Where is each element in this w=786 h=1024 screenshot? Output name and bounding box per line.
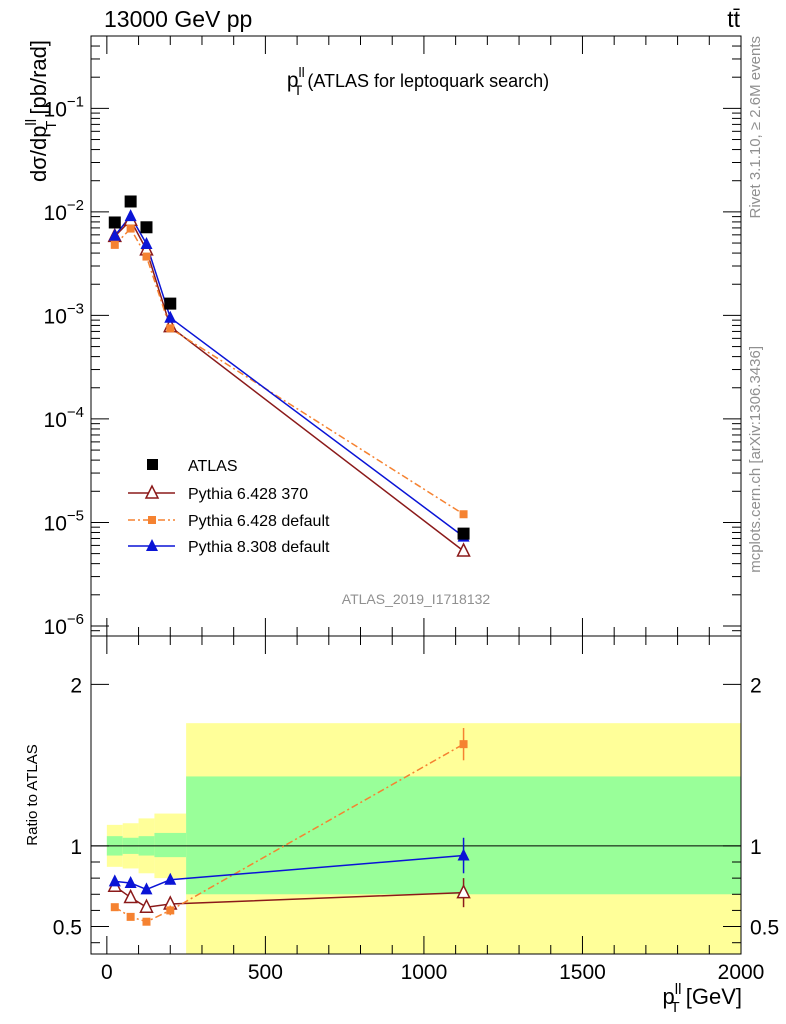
- main-point-series-2-4: [459, 510, 468, 519]
- main-point-series-2-2: [142, 252, 151, 261]
- main-y-tick-label-4: 10−5: [44, 507, 84, 535]
- x-tick-label-4: 2000: [718, 961, 765, 984]
- main-point-series-2-0: [110, 240, 119, 249]
- legend-label-pythia8-default: Pythia 8.308 default: [188, 539, 330, 556]
- ratio-y-tick-label-right-1: 1: [750, 836, 762, 859]
- x-tick-label-1: 500: [248, 961, 283, 984]
- main-y-tick-label-3: 10−4: [44, 404, 84, 432]
- legend: ATLAS Pythia 6.428 370 Pythia 6.428 defa…: [128, 458, 330, 556]
- x-axis-label-suffix: [GeV]: [680, 984, 742, 1009]
- y-axis-label-superscript: ll: [23, 119, 40, 126]
- title-superscript: ll: [299, 64, 305, 80]
- ratio-point-series-1-2: [142, 917, 151, 926]
- header-process-label: tt̄: [727, 6, 740, 32]
- main-point-series-2-1: [126, 224, 135, 233]
- ratio-y-tick-label-left-2: 2: [70, 674, 82, 697]
- legend-entry-pythia6-370: Pythia 6.428 370: [128, 484, 308, 503]
- y-axis-label-suffix: [pb/rad]: [26, 40, 51, 121]
- ratio-panel: 0.5 0.5 1 1 2 2 0 500 1000 1500 2000 Ratio to ATLA…: [24, 635, 779, 1016]
- legend-marker-atlas: [147, 459, 158, 470]
- legend-marker-pythia8-default: [146, 539, 158, 551]
- x-axis-label-base: p: [663, 984, 675, 1009]
- ratio-inner-band-4: [186, 776, 741, 895]
- legend-marker-pythia6-370: [144, 484, 160, 499]
- mcplots-label: mcplots.cern.ch [arXiv:1306.3436]: [747, 346, 764, 573]
- main-point-series-0-1: [124, 195, 137, 208]
- main-point-series-3-2: [140, 236, 153, 249]
- main-point-series-1-4: [456, 542, 471, 557]
- main-point-series-3-0: [108, 228, 121, 241]
- title-subscript: T: [294, 82, 303, 98]
- ratio-point-series-1-4: [459, 740, 468, 749]
- main-y-tick-label-2: 10−3: [44, 300, 84, 328]
- title-symbol: p: [287, 69, 299, 92]
- rivet-version-label: Rivet 3.1.10, ≥ 2.6M events: [747, 36, 764, 219]
- main-y-axis-label: dσ/dpll T [pb/rad]: [23, 40, 60, 182]
- ratio-y-axis-label: Ratio to ATLAS: [24, 744, 41, 845]
- legend-label-pythia6-default: Pythia 6.428 default: [188, 513, 330, 530]
- main-y-tick-label-5: 10−6: [44, 611, 84, 639]
- ratio-point-series-1-1: [126, 912, 135, 921]
- ratio-point-series-0-1: [123, 888, 138, 904]
- legend-entry-atlas: ATLAS: [147, 458, 238, 475]
- ratio-y-tick-label-right-2: 2: [750, 674, 762, 697]
- legend-entry-pythia8-default: Pythia 8.308 default: [128, 539, 330, 556]
- ratio-x-axis-label: pll T [GeV]: [663, 981, 742, 1016]
- ratio-point-series-1-3: [166, 906, 175, 915]
- x-tick-label-3: 1500: [559, 961, 606, 984]
- title-suffix: (ATLAS for leptoquark search): [302, 71, 549, 91]
- ratio-plot-frame: [90, 635, 742, 955]
- y-axis-label-base: dσ/dp: [26, 126, 51, 182]
- ratio-point-series-2-1: [124, 875, 137, 888]
- ratio-point-series-2-3: [164, 872, 177, 885]
- ratio-point-series-0-2: [139, 898, 154, 913]
- main-point-series-0-3: [164, 297, 177, 310]
- ratio-point-series-0-4: [456, 883, 471, 899]
- x-axis-label-superscript: ll: [675, 981, 682, 998]
- main-point-series-0-2: [140, 221, 153, 234]
- main-plot-marks: [107, 195, 471, 557]
- x-tick-label-2: 1000: [401, 961, 448, 984]
- analysis-label: ATLAS_2019_I1718132: [342, 591, 491, 607]
- main-point-series-2-3: [166, 324, 175, 333]
- y-axis-label-subscript: T: [43, 121, 60, 130]
- ratio-inner-band-3: [154, 832, 187, 858]
- ratio-point-series-1-0: [110, 903, 119, 912]
- legend-marker-pythia6-default: [148, 516, 156, 524]
- ratio-y-tick-label-left-0: 0.5: [53, 917, 82, 940]
- ratio-plot-marks: [91, 723, 741, 954]
- main-point-series-0-0: [108, 216, 121, 229]
- main-panel: 10−110−210−310−410−510−6 pll T (ATLAS for…: [23, 35, 742, 639]
- legend-entry-pythia6-default: Pythia 6.428 default: [128, 513, 330, 530]
- ratio-point-series-2-2: [140, 882, 153, 895]
- ratio-y-tick-label-left-1: 1: [70, 836, 82, 859]
- main-plot-title: pll T (ATLAS for leptoquark search): [287, 64, 549, 98]
- main-y-tick-label-0: 10−1: [44, 93, 84, 121]
- header-collision-label: 13000 GeV pp: [104, 6, 252, 32]
- main-y-tick-label-1: 10−2: [44, 197, 84, 225]
- x-axis-label-subscript: T: [670, 999, 679, 1016]
- main-line-series-2: [114, 227, 464, 515]
- legend-label-atlas: ATLAS: [188, 458, 238, 475]
- ratio-point-series-2-4: [457, 848, 470, 861]
- ratio-axis-ticks: 0.5 0.5 1 1 2 2 0 500 1000 1500 2000: [53, 636, 779, 984]
- x-tick-label-0: 0: [101, 961, 113, 984]
- legend-label-pythia6-370: Pythia 6.428 370: [188, 486, 308, 503]
- ratio-point-series-2-0: [108, 874, 121, 887]
- main-point-series-0-4: [457, 527, 470, 540]
- main-point-series-3-1: [124, 209, 137, 222]
- main-axis-ticks: 10−1 10−2 10−3 10−4 10−5 10−6: [44, 35, 742, 639]
- main-point-series-3-3: [164, 310, 177, 323]
- ratio-y-tick-label-right-0: 0.5: [750, 917, 779, 940]
